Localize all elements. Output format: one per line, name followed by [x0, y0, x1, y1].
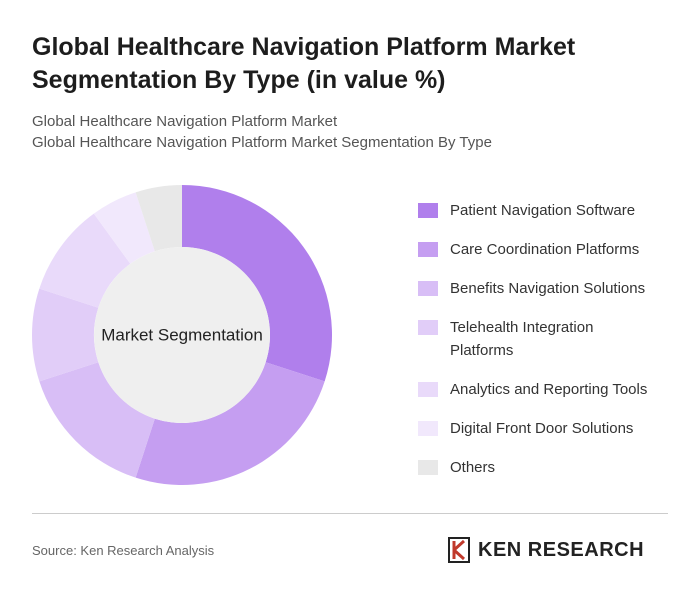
legend-item: Digital Front Door Solutions — [418, 417, 668, 440]
legend-label: Patient Navigation Software — [450, 202, 636, 219]
subtitle: Global Healthcare Navigation Platform Ma… — [32, 113, 338, 130]
legend-label: Others — [450, 459, 496, 476]
legend-label: Telehealth Integration Platforms — [450, 319, 594, 359]
donut-segment — [39, 213, 131, 308]
legend-item: Care Coordination Platforms — [418, 238, 668, 261]
legend-item: Benefits Navigation Solutions — [418, 277, 668, 300]
donut-chart: Market Segmentation — [31, 185, 332, 486]
chart-title: Global Healthcare Navigation Platform Ma… — [32, 33, 576, 94]
brand-logo: KEN RESEARCH — [448, 537, 644, 563]
brand-icon — [448, 537, 470, 563]
donut-segment — [182, 185, 332, 382]
legend-item: Others — [418, 456, 668, 479]
legend-swatch — [418, 320, 438, 335]
legend-label: Digital Front Door Solutions — [450, 420, 634, 437]
center-label: Market Segmentation — [101, 325, 263, 344]
legend-label: Analytics and Reporting Tools — [450, 381, 648, 398]
donut-segment — [31, 288, 99, 382]
legend: Patient Navigation Software Care Coordina… — [418, 199, 668, 495]
legend-item: Analytics and Reporting Tools — [418, 378, 668, 401]
legend-swatch — [418, 382, 438, 397]
donut-segment — [39, 362, 155, 478]
legend-swatch — [418, 242, 438, 257]
brand-text: KEN RESEARCH — [478, 538, 645, 561]
legend-swatch — [418, 281, 438, 296]
donut-segment — [93, 192, 155, 264]
legend-label: Care Coordination Platforms — [450, 241, 640, 258]
donut-segment — [135, 185, 182, 252]
legend-swatch — [418, 421, 438, 436]
donut-hole — [94, 247, 270, 423]
subtitle: Global Healthcare Navigation Platform Ma… — [32, 134, 492, 151]
legend-swatch — [418, 203, 438, 218]
legend-item: Telehealth Integration Platforms — [418, 316, 668, 362]
legend-item: Patient Navigation Software — [418, 199, 668, 222]
legend-swatch — [418, 460, 438, 475]
legend-label: Benefits Navigation Solutions — [450, 280, 646, 297]
source: Source: Ken Research Analysis — [32, 543, 215, 558]
donut-segment — [135, 362, 325, 486]
divider — [32, 513, 668, 514]
